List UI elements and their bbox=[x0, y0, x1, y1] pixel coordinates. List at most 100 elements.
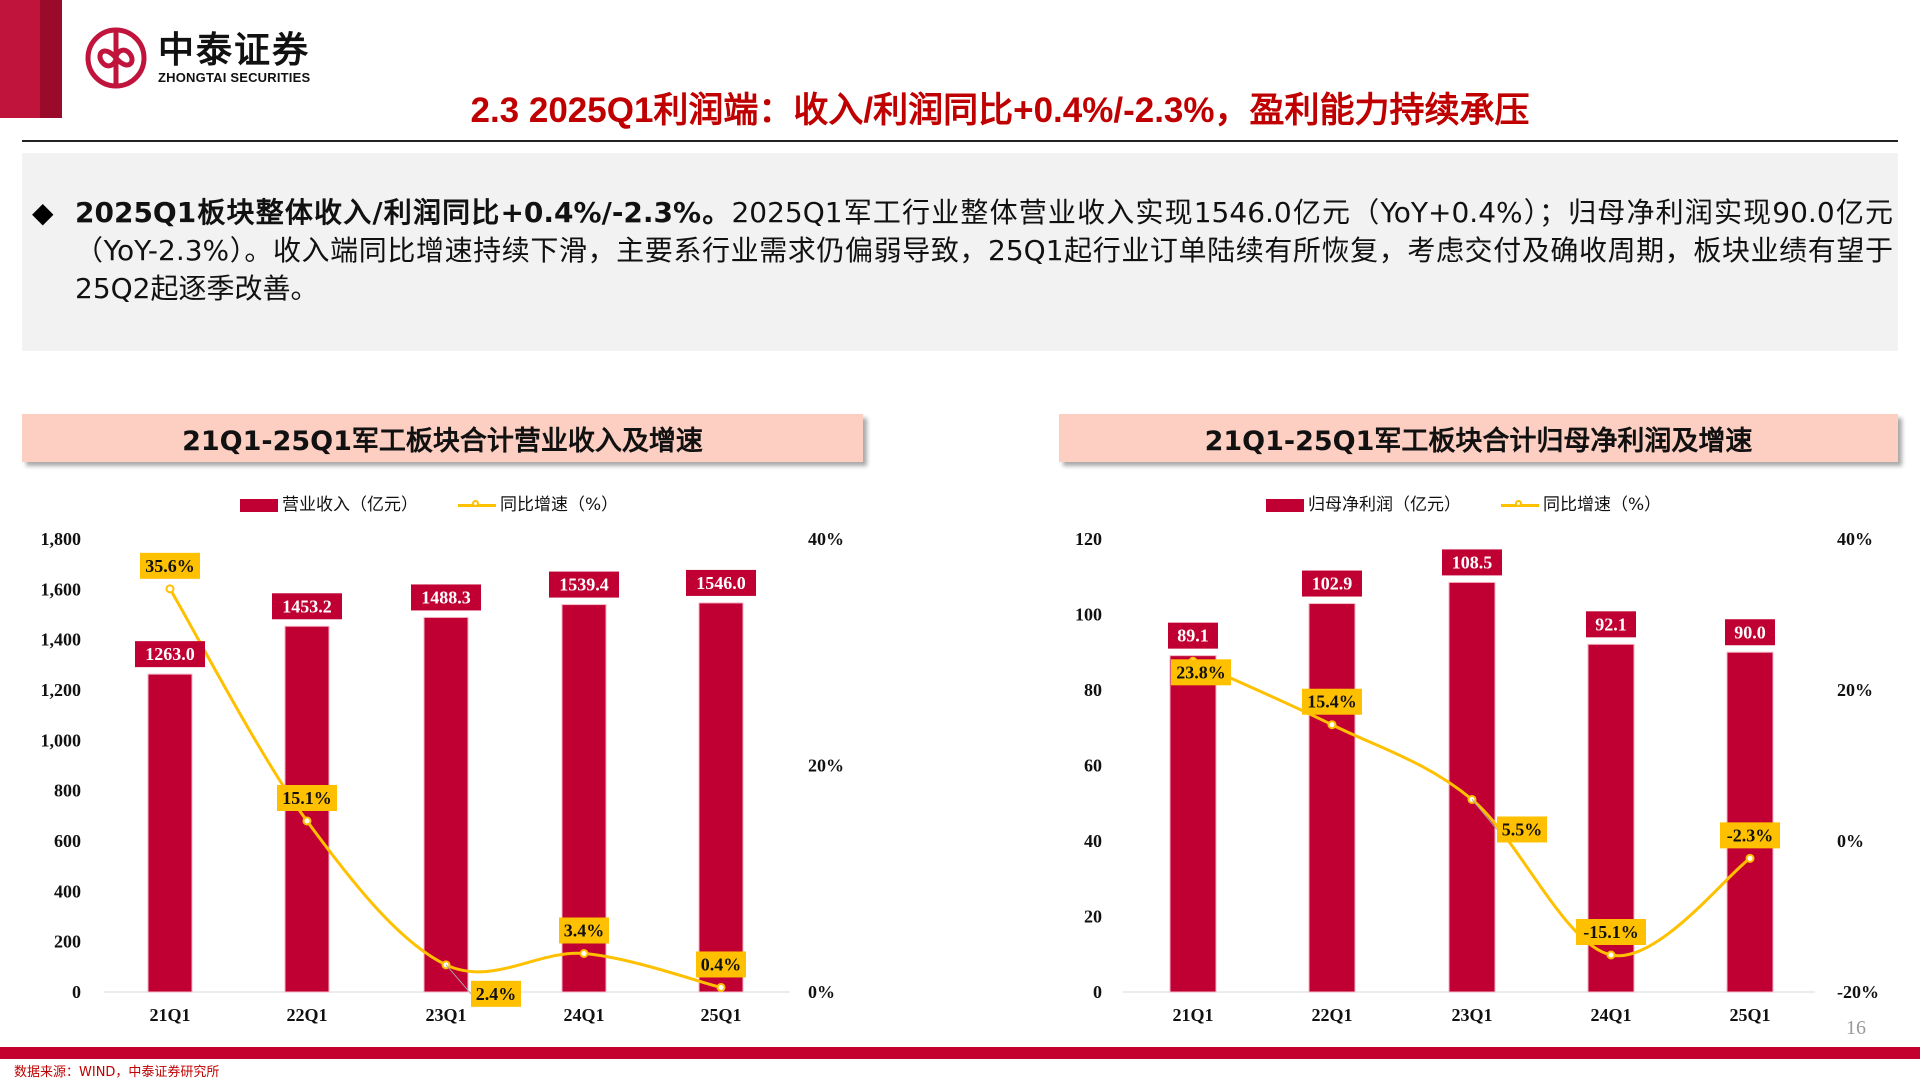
bar-label-box bbox=[411, 584, 481, 611]
legend-label: 归母净利润（亿元） bbox=[1308, 495, 1461, 515]
x-axis-tick: 23Q1 bbox=[425, 1005, 466, 1025]
x-axis-tick: 24Q1 bbox=[1590, 1005, 1631, 1025]
bar-label: 89.1 bbox=[1177, 626, 1209, 646]
x-axis-tick: 25Q1 bbox=[700, 1005, 741, 1025]
legend-label: 同比增速（%） bbox=[1543, 495, 1662, 515]
bar-label-box bbox=[1302, 570, 1362, 597]
left-axis-tick: 400 bbox=[54, 881, 81, 901]
x-axis-tick: 22Q1 bbox=[286, 1005, 327, 1025]
x-axis-tick: 23Q1 bbox=[1451, 1005, 1492, 1025]
bar bbox=[1308, 603, 1356, 993]
right-axis-tick: 40% bbox=[1837, 529, 1873, 549]
page-number: 16 bbox=[1846, 1017, 1866, 1039]
growth-label: 15.4% bbox=[1307, 692, 1357, 712]
bar-label-box bbox=[1725, 619, 1775, 646]
left-axis-tick: 1,000 bbox=[41, 730, 82, 750]
growth-point bbox=[1745, 853, 1755, 863]
bar-label-box bbox=[135, 641, 205, 668]
growth-label: 35.6% bbox=[145, 556, 195, 576]
legend-label: 营业收入（亿元） bbox=[282, 495, 418, 515]
summary-text: 2025Q1板块整体收入/利润同比+0.4%/-2.3%。2025Q1军工行业整… bbox=[75, 194, 1893, 308]
left-axis-tick: 80 bbox=[1084, 680, 1102, 700]
growth-point bbox=[716, 982, 726, 992]
legend-swatch-line bbox=[458, 499, 496, 507]
growth-label-box bbox=[1576, 919, 1646, 946]
bar bbox=[1726, 651, 1774, 993]
summary-box bbox=[22, 153, 1898, 351]
footer-bar bbox=[0, 1047, 1920, 1059]
bar-label: 1488.3 bbox=[421, 587, 471, 607]
growth-label-box bbox=[140, 552, 200, 579]
chart-title-revenue: 21Q1-25Q1军工板块合计营业收入及增速 bbox=[22, 414, 863, 462]
growth-label-box bbox=[471, 980, 521, 1007]
growth-label: -15.1% bbox=[1583, 922, 1639, 942]
bar-label: 92.1 bbox=[1595, 614, 1627, 634]
page-title: 2.3 2025Q1利润端：收入/利润同比+0.4%/-2.3%，盈利能力持续承… bbox=[470, 91, 1530, 130]
growth-label: 5.5% bbox=[1502, 819, 1543, 839]
bar-label-box bbox=[686, 569, 756, 596]
legend-profit: 归母净利润（亿元） 同比增速（%） bbox=[1266, 490, 1661, 515]
x-axis-tick: 25Q1 bbox=[1729, 1005, 1770, 1025]
x-axis-tick: 22Q1 bbox=[1311, 1005, 1352, 1025]
left-axis-tick: 40 bbox=[1084, 831, 1102, 851]
right-axis-tick: -20% bbox=[1837, 982, 1879, 1002]
growth-point bbox=[579, 948, 589, 958]
legend-item-line: 同比增速（%） bbox=[428, 490, 618, 515]
x-axis-tick: 21Q1 bbox=[1172, 1005, 1213, 1025]
header-accent-bar bbox=[0, 0, 40, 118]
bar bbox=[147, 673, 193, 993]
summary-bold: 2025Q1板块整体收入/利润同比+0.4%/-2.3%。 bbox=[75, 196, 732, 229]
label-leader-line bbox=[445, 964, 472, 995]
bar-label-box bbox=[1168, 622, 1218, 649]
growth-point bbox=[302, 816, 312, 826]
left-axis-tick: 1,800 bbox=[41, 529, 82, 549]
growth-label: -2.3% bbox=[1727, 825, 1774, 845]
bar bbox=[423, 616, 469, 993]
left-axis-tick: 1,400 bbox=[41, 630, 82, 650]
bar-label: 1539.4 bbox=[559, 575, 609, 595]
logo-text-cn: 中泰证券 bbox=[158, 29, 311, 71]
logo-text-en: ZHONGTAI SECURITIES bbox=[158, 69, 311, 85]
legend-swatch-bar bbox=[1266, 498, 1304, 512]
summary-body: 2025Q1军工行业整体营业收入实现1546.0亿元（YoY+0.4%）；归母净… bbox=[75, 196, 1893, 305]
growth-label-box bbox=[1497, 816, 1547, 843]
left-axis-tick: 0 bbox=[1093, 982, 1102, 1002]
label-leader-line bbox=[1471, 799, 1498, 830]
bar-label-box bbox=[549, 571, 619, 598]
growth-line bbox=[168, 588, 722, 989]
growth-label-box bbox=[1302, 688, 1362, 715]
bar-label: 90.0 bbox=[1734, 622, 1766, 642]
bar-label-box bbox=[272, 593, 342, 620]
growth-label-box bbox=[1720, 822, 1780, 849]
growth-label: 15.1% bbox=[282, 788, 332, 808]
header-accent-bar-dark bbox=[40, 0, 62, 118]
left-axis-tick: 800 bbox=[54, 781, 81, 801]
legend-item-line: 同比增速（%） bbox=[1471, 490, 1661, 515]
growth-label-box bbox=[277, 784, 337, 811]
bar bbox=[698, 602, 744, 993]
left-axis-tick: 100 bbox=[1075, 605, 1102, 625]
bar-label: 108.5 bbox=[1452, 552, 1493, 572]
bar-label: 1546.0 bbox=[696, 573, 746, 593]
growth-label-box bbox=[1171, 659, 1231, 686]
legend-label: 同比增速（%） bbox=[500, 495, 619, 515]
right-axis-tick: 0% bbox=[1837, 831, 1864, 851]
right-axis-tick: 40% bbox=[808, 529, 844, 549]
legend-item-bar: 归母净利润（亿元） bbox=[1266, 490, 1461, 515]
bar-label: 102.9 bbox=[1312, 574, 1353, 594]
company-logo: 中泰证券 ZHONGTAI SECURITIES bbox=[84, 26, 310, 90]
right-axis-tick: 20% bbox=[808, 756, 844, 776]
x-axis-tick: 21Q1 bbox=[149, 1005, 190, 1025]
growth-label-box bbox=[559, 917, 609, 944]
bar-label: 1263.0 bbox=[145, 644, 195, 664]
left-axis-tick: 1,600 bbox=[41, 579, 82, 599]
left-axis-tick: 60 bbox=[1084, 756, 1102, 776]
growth-point bbox=[1327, 720, 1337, 730]
right-axis-tick: 0% bbox=[808, 982, 835, 1002]
bar bbox=[1169, 655, 1217, 993]
growth-point bbox=[1606, 950, 1616, 960]
source-note: 数据来源：WIND，中泰证券研究所 bbox=[14, 1065, 220, 1080]
title-divider bbox=[22, 140, 1898, 142]
left-axis-tick: 200 bbox=[54, 932, 81, 952]
